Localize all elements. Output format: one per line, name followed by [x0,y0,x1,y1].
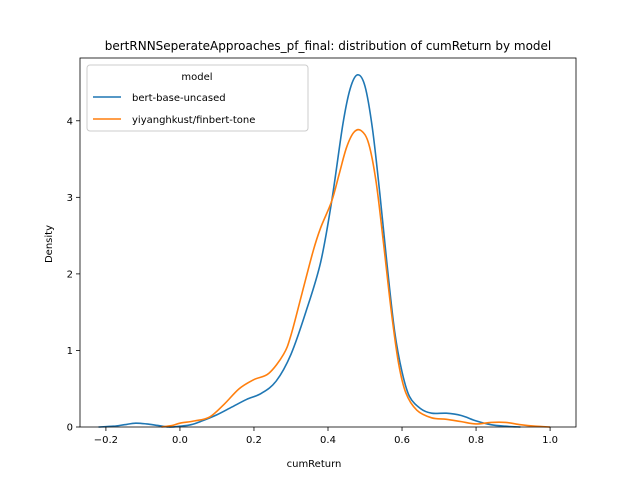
series-line-1 [161,128,551,428]
y-tick-label: 3 [67,193,73,204]
y-tick-label: 2 [67,269,73,280]
x-axis: −0.2 0.0 0.2 0.4 0.6 0.8 1.0 [94,427,558,446]
y-tick-label: 1 [67,346,73,357]
x-tick-label: 0.2 [246,435,262,446]
y-axis-label: Density [44,225,55,263]
legend-box [86,64,309,132]
x-tick-label: 1.0 [542,435,558,446]
legend-entry-finbert-tone: yiyanghkust/finbert-tone [132,115,255,126]
y-tick-label: 4 [67,116,73,127]
x-tick-label: 0.0 [172,435,188,446]
x-tick-label: 0.6 [394,435,410,446]
x-axis-label: cumReturn [287,459,342,470]
x-tick-label: 0.8 [468,435,484,446]
y-tick-label: 0 [67,423,73,434]
legend: model bert-base-uncased yiyanghkust/finb… [86,64,309,132]
x-tick-label: −0.2 [94,435,118,446]
legend-entry-bert-base-uncased: bert-base-uncased [132,93,226,104]
chart-title: bertRNNSeperateApproaches_pf_final: dist… [105,39,552,53]
y-axis: 0 1 2 3 4 [67,116,80,434]
legend-title: model [181,72,212,83]
x-tick-label: 0.4 [320,435,336,446]
